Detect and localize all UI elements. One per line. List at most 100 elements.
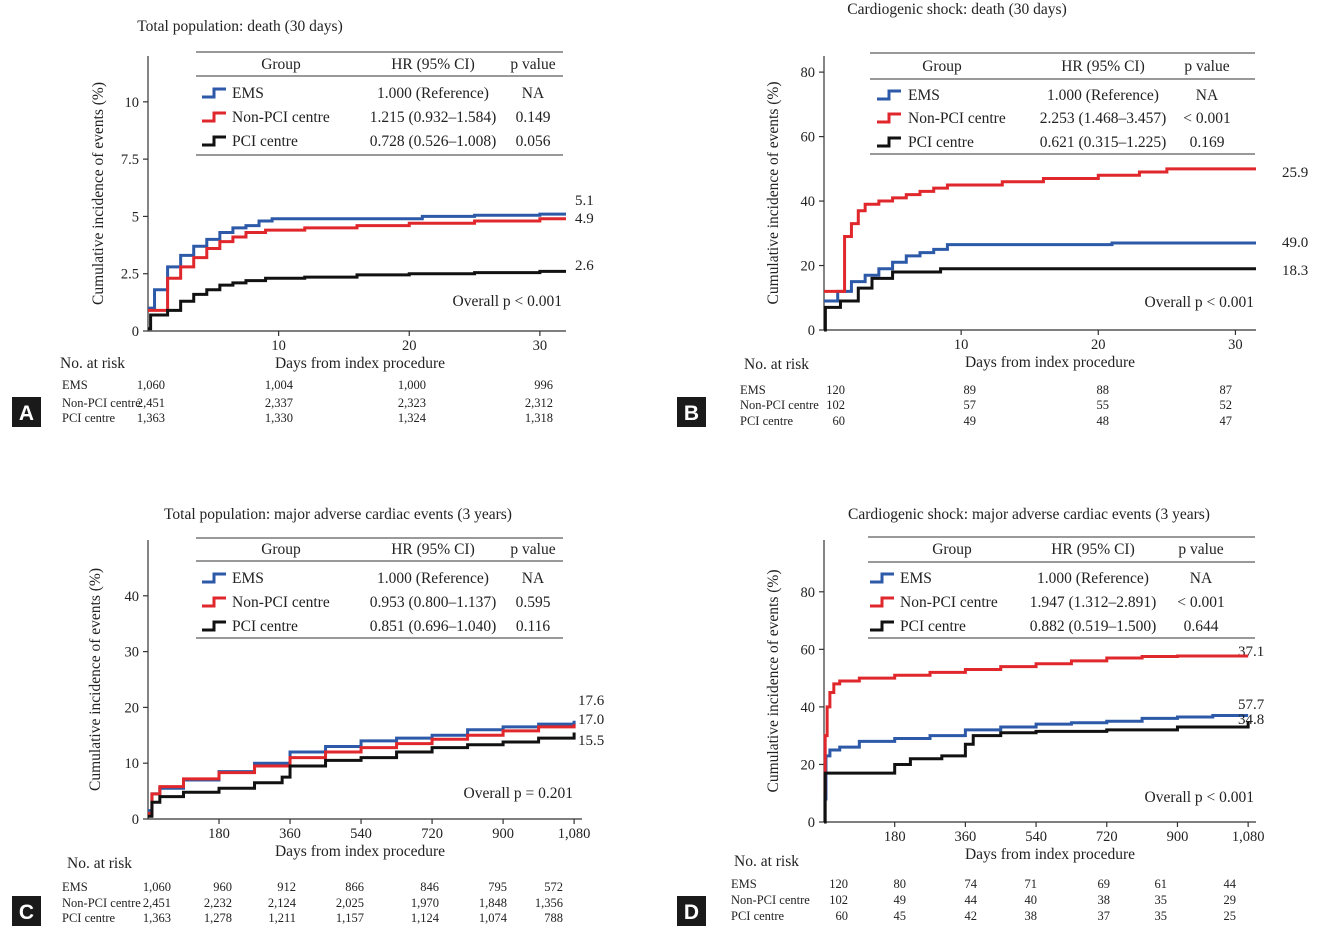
table-p-value: < 0.001 — [1177, 594, 1225, 611]
x-tick-label: 360 — [279, 826, 301, 842]
table-p-value: < 0.001 — [1183, 110, 1231, 127]
risk-value: 89 — [964, 383, 977, 397]
risk-value: 45 — [894, 909, 907, 923]
chart-title: Total population: major adverse cardiac … — [164, 506, 512, 523]
risk-row-label: EMS — [731, 877, 757, 891]
risk-row-label: Non-PCI centre — [62, 896, 141, 910]
panel-badge-letter: D — [684, 901, 699, 924]
risk-title: No. at risk — [67, 855, 132, 872]
table-hr-value: 1.000 (Reference) — [1047, 87, 1159, 104]
panel-d: Cardiogenic shock: major adverse cardiac… — [677, 506, 1265, 926]
table-p-value: 0.116 — [516, 618, 551, 635]
y-tick-label: 30 — [125, 645, 140, 661]
risk-value: 2,232 — [204, 896, 232, 910]
risk-value: 1,318 — [525, 411, 553, 425]
risk-row-label: Non-PCI centre — [62, 396, 141, 410]
risk-value: 960 — [213, 880, 232, 894]
x-tick-label: 10 — [954, 337, 969, 353]
risk-value: 996 — [534, 378, 553, 392]
risk-value: 49 — [964, 414, 977, 428]
table-header-group: Group — [922, 58, 962, 75]
risk-value: 1,074 — [479, 911, 508, 925]
table-hr-value: 1.000 (Reference) — [1037, 570, 1149, 587]
table-header-group: Group — [932, 541, 972, 558]
curve-pci — [823, 721, 1250, 824]
curve-non_pci — [824, 167, 1256, 293]
risk-value: 795 — [488, 880, 507, 894]
end-label-non_pci: 57.7 — [1238, 697, 1265, 713]
risk-value: 1,124 — [411, 911, 440, 925]
legend-swatch-pci — [877, 136, 901, 148]
risk-value: 2,451 — [143, 896, 171, 910]
x-axis-label: Days from index procedure — [965, 354, 1135, 371]
table-header-group: Group — [261, 541, 301, 558]
y-tick-label: 10 — [125, 95, 140, 111]
risk-value: 1,157 — [336, 911, 364, 925]
table-hr-value: 0.728 (0.526–1.008) — [370, 133, 497, 150]
risk-value: 1,363 — [137, 411, 165, 425]
risk-value: 60 — [836, 909, 849, 923]
y-tick-label: 10 — [125, 756, 140, 772]
legend-swatch-non_pci — [202, 596, 226, 608]
risk-value: 60 — [833, 414, 846, 428]
table-p-value: NA — [1196, 87, 1219, 104]
risk-value: 69 — [1098, 877, 1111, 891]
risk-value: 846 — [420, 880, 439, 894]
table-header-hr: HR (95% CI) — [1061, 58, 1145, 75]
y-tick-label: 20 — [801, 757, 816, 773]
legend-swatch-non_pci — [870, 596, 894, 608]
end-label-pci: 15.5 — [578, 733, 604, 749]
table-hr-value: 1.215 (0.932–1.584) — [370, 109, 497, 126]
panel-badge-box — [677, 896, 706, 926]
hr-table-bg — [870, 53, 1255, 154]
y-tick-label: 20 — [801, 259, 816, 275]
y-tick-label: 7.5 — [121, 152, 139, 168]
x-tick-label: 20 — [402, 338, 417, 354]
risk-title: No. at risk — [60, 355, 125, 372]
table-hr-value: 0.621 (0.315–1.225) — [1040, 134, 1167, 151]
risk-row-label: PCI centre — [62, 411, 116, 425]
legend-swatch-non_pci — [202, 111, 226, 123]
curve-non_pci — [823, 654, 1249, 795]
table-group-pci: PCI centre — [908, 134, 974, 151]
y-tick-label: 20 — [125, 700, 140, 716]
table-p-value: 0.149 — [516, 109, 551, 126]
risk-value: 1,356 — [535, 896, 563, 910]
risk-value: 1,060 — [137, 378, 165, 392]
x-tick-label: 720 — [1096, 829, 1118, 845]
risk-value: 55 — [1097, 398, 1110, 412]
table-header-group: Group — [261, 56, 301, 73]
hr-table-bg — [196, 52, 563, 155]
table-header-hr: HR (95% CI) — [391, 56, 475, 73]
y-tick-label: 40 — [125, 589, 140, 605]
y-tick-label: 2.5 — [121, 267, 139, 283]
curve-ems — [824, 241, 1256, 303]
risk-value: 80 — [894, 877, 907, 891]
legend-swatch-ems — [870, 572, 894, 584]
risk-row-label: EMS — [62, 378, 88, 392]
table-group-pci: PCI centre — [232, 618, 298, 635]
risk-value: 912 — [277, 880, 296, 894]
x-tick-label: 1,080 — [558, 826, 591, 842]
end-label-ems: 17.6 — [578, 693, 605, 709]
risk-value: 788 — [544, 911, 563, 925]
table-hr-value: 1.947 (1.312–2.891) — [1030, 594, 1157, 611]
risk-value: 44 — [1224, 877, 1237, 891]
risk-value: 88 — [1097, 383, 1110, 397]
x-tick-label: 900 — [492, 826, 514, 842]
risk-value: 38 — [1098, 893, 1111, 907]
end-label-ems: 25.9 — [1282, 165, 1308, 181]
risk-value: 572 — [544, 880, 563, 894]
x-axis-label: Days from index procedure — [275, 843, 445, 860]
table-group-ems: EMS — [232, 570, 264, 587]
risk-value: 37 — [1098, 909, 1111, 923]
table-hr-value: 1.000 (Reference) — [377, 85, 489, 102]
hr-table-bg — [196, 538, 563, 638]
legend-swatch-pci — [870, 620, 894, 632]
curve-ems — [148, 720, 576, 813]
risk-value: 57 — [964, 398, 977, 412]
risk-value: 48 — [1097, 414, 1110, 428]
table-p-value: NA — [1190, 570, 1213, 587]
panel-b: Cardiogenic shock: death (30 days) 0 20 40 6… — [677, 1, 1308, 428]
x-tick-label: 540 — [350, 826, 372, 842]
